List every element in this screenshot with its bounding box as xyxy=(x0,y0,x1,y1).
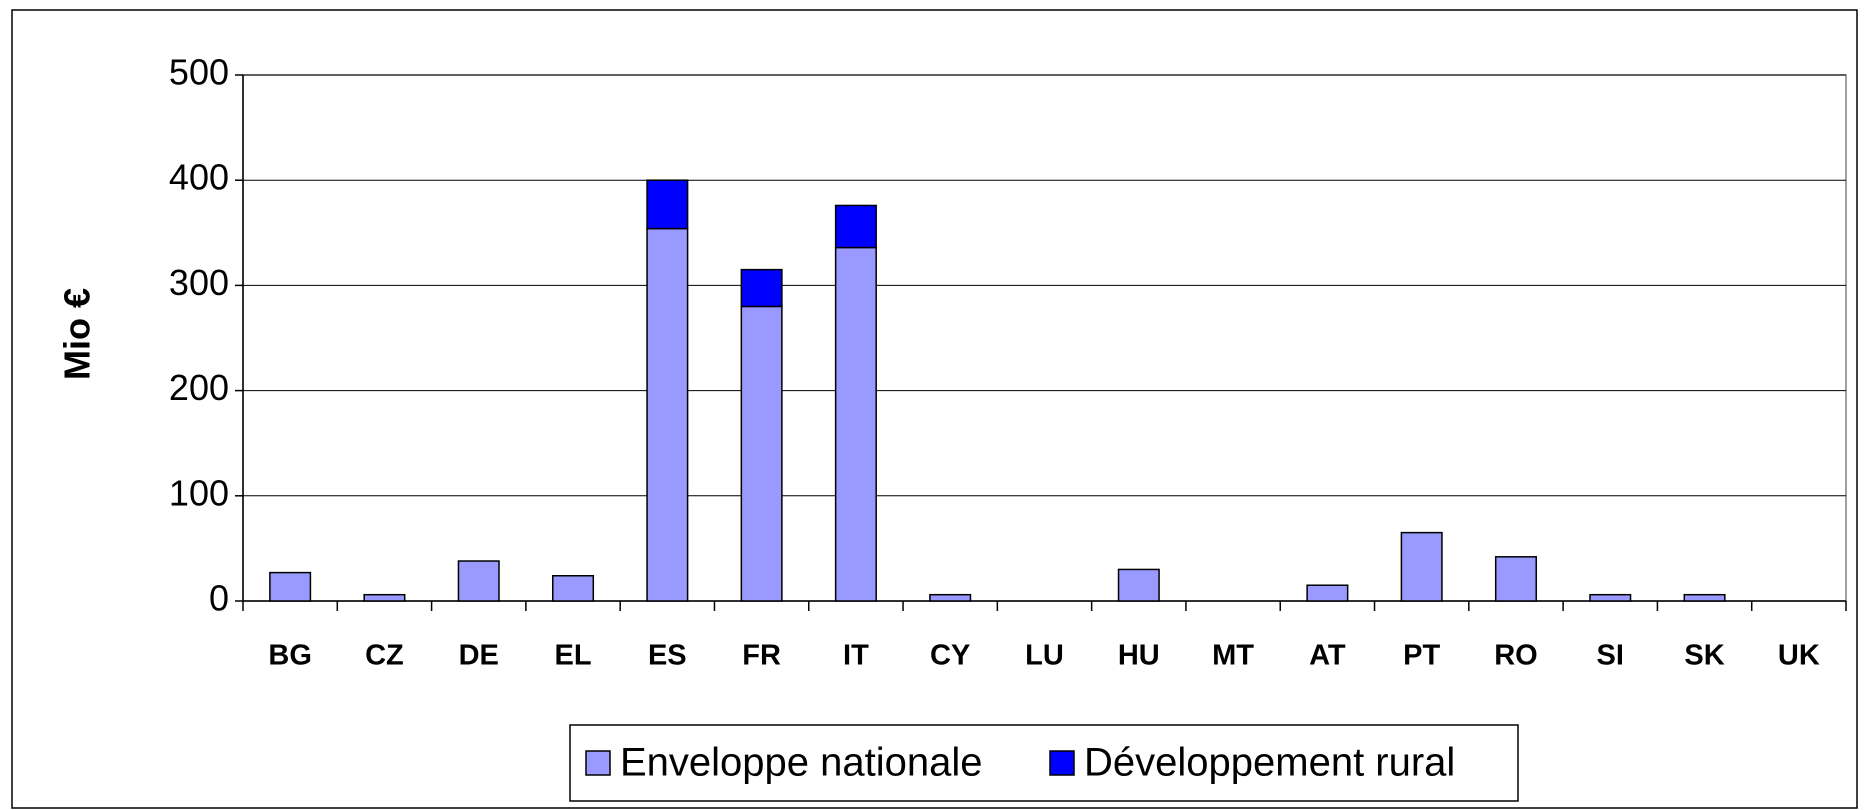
y-tick-label: 200 xyxy=(169,367,229,408)
x-tick-label: RO xyxy=(1494,640,1538,672)
legend-swatch xyxy=(1049,750,1075,776)
bar xyxy=(552,575,595,602)
y-tick-label: 400 xyxy=(169,157,229,198)
legend-box xyxy=(569,724,1519,802)
bar xyxy=(740,268,783,308)
bar xyxy=(1400,531,1443,602)
x-tick-label: EL xyxy=(554,640,591,672)
x-tick-label: FR xyxy=(742,640,781,672)
bar xyxy=(1683,593,1726,602)
x-tick-label: DE xyxy=(459,640,499,672)
legend-label: Enveloppe nationale xyxy=(620,741,983,785)
bar xyxy=(1494,556,1537,602)
plot-area xyxy=(242,74,1847,602)
x-tick-label: SI xyxy=(1597,640,1624,672)
y-tick-label: 100 xyxy=(169,472,229,513)
bar xyxy=(646,179,689,230)
x-tick-label: ES xyxy=(648,640,687,672)
x-tick-label: SK xyxy=(1684,640,1724,672)
x-tick-label: HU xyxy=(1118,640,1160,672)
x-tick-label: BG xyxy=(268,640,312,672)
x-tick-label: AT xyxy=(1309,640,1346,672)
x-tick-label: CY xyxy=(930,640,970,672)
legend-swatch xyxy=(585,750,611,776)
bar xyxy=(269,571,312,602)
x-tick-label: IT xyxy=(843,640,869,672)
bar xyxy=(929,593,972,602)
bar xyxy=(646,227,689,602)
y-tick-label: 0 xyxy=(209,578,229,619)
bar xyxy=(834,204,877,249)
bar xyxy=(363,593,406,602)
x-tick-label: LU xyxy=(1025,640,1064,672)
y-axis-title: Mio € xyxy=(57,288,98,380)
bar xyxy=(1306,584,1349,602)
y-tick-label: 300 xyxy=(169,262,229,303)
legend-label: Développement rural xyxy=(1084,741,1455,785)
x-tick-label: MT xyxy=(1212,640,1254,672)
bar xyxy=(1589,593,1632,602)
x-tick-label: PT xyxy=(1403,640,1440,672)
bar xyxy=(834,246,877,602)
y-tick-label: 500 xyxy=(169,52,229,93)
x-tick-label: CZ xyxy=(365,640,404,672)
bar xyxy=(740,305,783,602)
bar xyxy=(457,560,500,602)
bar xyxy=(1117,568,1160,602)
x-tick-label: UK xyxy=(1778,640,1820,672)
